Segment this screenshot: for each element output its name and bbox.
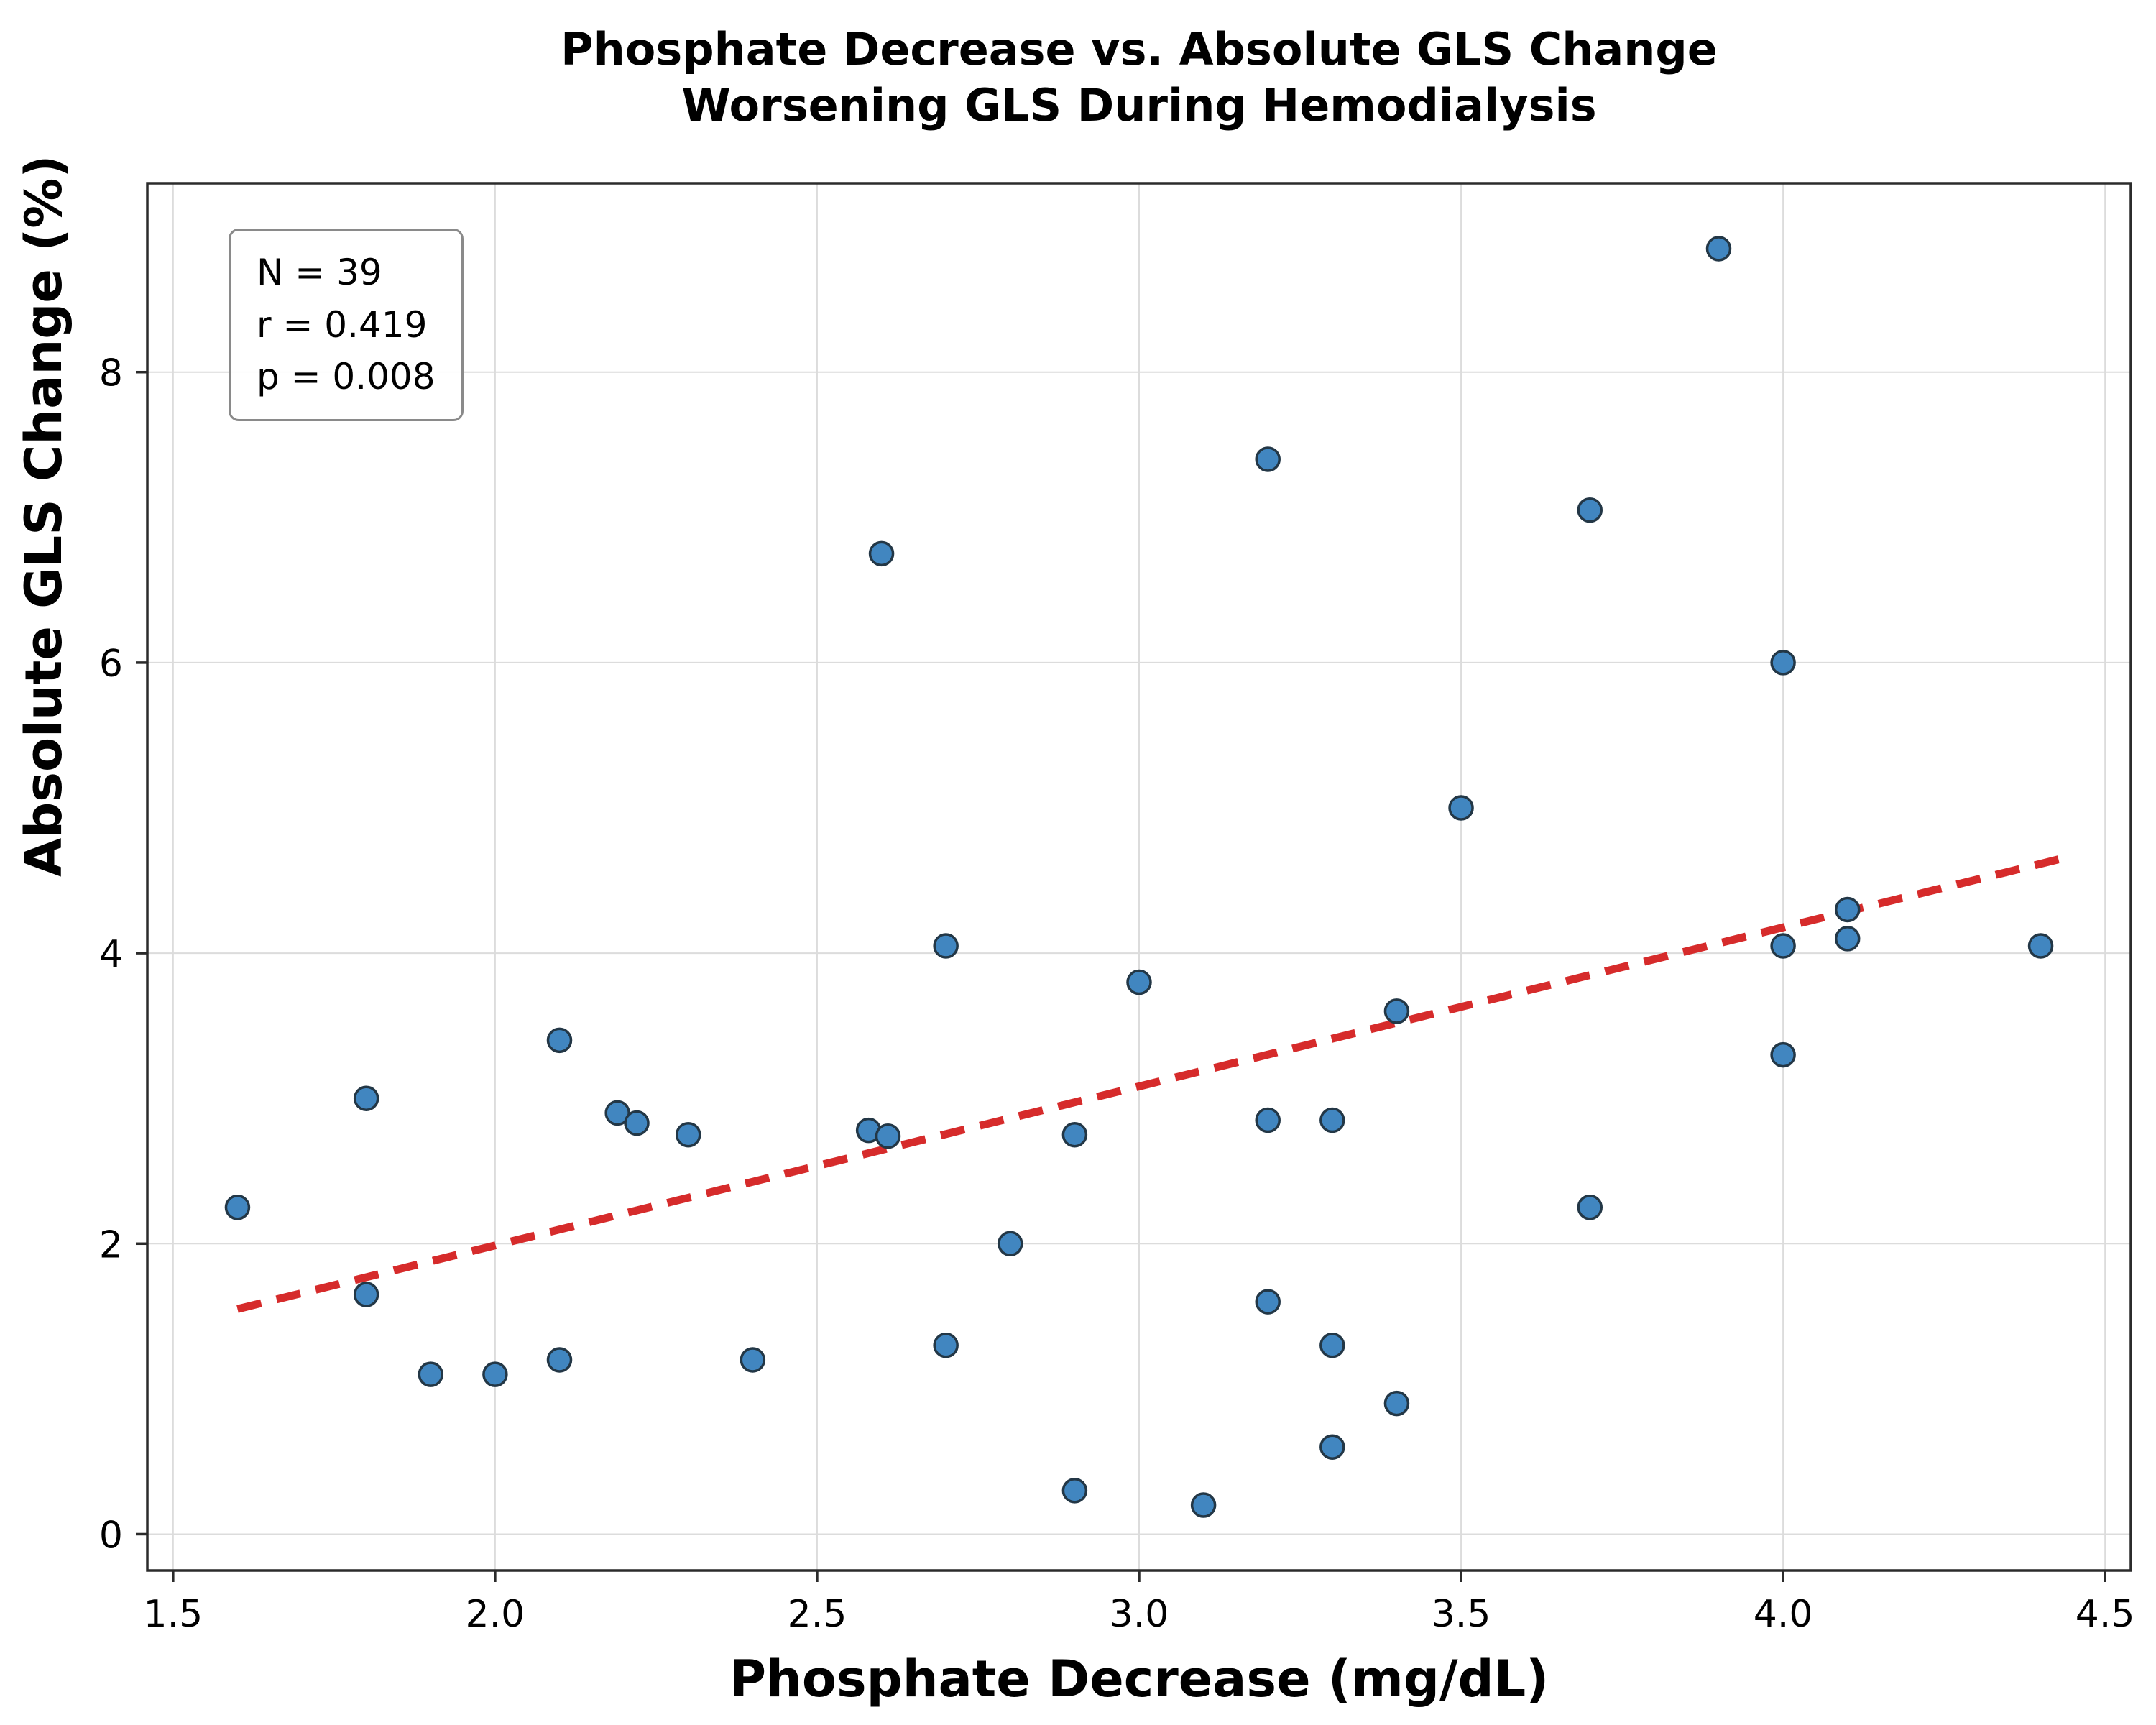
- stats-annotation-box: N = 39 r = 0.419 p = 0.008: [229, 229, 464, 421]
- scatter-point: [546, 1027, 573, 1054]
- scatter-point: [1061, 1121, 1088, 1148]
- scatter-point: [353, 1282, 379, 1307]
- scatter-point: [1577, 1195, 1603, 1220]
- scatter-point: [418, 1361, 444, 1387]
- y-tick-label: 2: [99, 1223, 123, 1266]
- scatter-point: [675, 1121, 701, 1148]
- scatter-point: [933, 1333, 959, 1358]
- stats-r: r = 0.419: [257, 303, 428, 346]
- x-tick-label: 2.5: [788, 1593, 847, 1636]
- scatter-point: [1255, 446, 1281, 472]
- stats-p: p = 0.008: [257, 356, 436, 397]
- scatter-point: [2027, 933, 2054, 959]
- scatter-point: [1190, 1492, 1217, 1518]
- y-tick-label: 6: [99, 643, 123, 686]
- scatter-point: [740, 1347, 766, 1373]
- chart-title-line1: Phosphate Decrease vs. Absolute GLS Chan…: [561, 23, 1718, 75]
- scatter-point: [1319, 1333, 1345, 1358]
- scatter-point: [1448, 795, 1474, 821]
- x-tick-label: 4.0: [1754, 1593, 1813, 1636]
- x-tick-label: 3.0: [1110, 1593, 1169, 1636]
- scatter-point: [1770, 933, 1796, 959]
- scatter-point: [1834, 926, 1861, 952]
- scatter-point: [933, 933, 959, 959]
- scatter-point: [868, 540, 895, 567]
- chart-title: Phosphate Decrease vs. Absolute GLS Chan…: [147, 22, 2131, 133]
- scatter-point: [1126, 969, 1152, 995]
- scatter-point: [1061, 1478, 1088, 1504]
- scatter-point: [1255, 1289, 1281, 1315]
- scatter-point: [624, 1110, 650, 1136]
- chart-title-line2: Worsening GLS During Hemodialysis: [681, 78, 1597, 132]
- x-tick-label: 1.5: [143, 1593, 203, 1636]
- stats-n: N = 39: [257, 252, 382, 293]
- scatter-point: [1577, 497, 1603, 523]
- trend-line: [236, 852, 2074, 1313]
- scatter-point: [1319, 1107, 1345, 1133]
- scatter-point: [875, 1123, 901, 1149]
- scatter-point: [546, 1347, 573, 1373]
- scatter-point: [1319, 1434, 1345, 1460]
- scatter-point: [1705, 236, 1732, 262]
- x-axis-label: Phosphate Decrease (mg/dL): [729, 1650, 1549, 1708]
- x-tick-label: 2.0: [466, 1593, 525, 1636]
- scatter-point: [224, 1195, 251, 1220]
- scatter-point: [1383, 1390, 1410, 1417]
- y-tick-label: 4: [99, 933, 123, 976]
- scatter-point: [604, 1100, 630, 1126]
- y-tick-label: 8: [99, 352, 123, 395]
- scatter-point: [1834, 896, 1861, 923]
- scatter-point: [1770, 1041, 1796, 1068]
- x-tick-label: 3.5: [1432, 1593, 1491, 1636]
- scatter-point: [1383, 998, 1410, 1024]
- scatter-point: [482, 1361, 508, 1387]
- scatter-point: [1255, 1107, 1281, 1133]
- scatter-point: [998, 1230, 1023, 1257]
- x-tick-label: 4.5: [2076, 1593, 2135, 1636]
- scatter-point: [1770, 650, 1796, 676]
- scatter-point: [353, 1085, 379, 1111]
- y-tick-label: 0: [99, 1514, 123, 1557]
